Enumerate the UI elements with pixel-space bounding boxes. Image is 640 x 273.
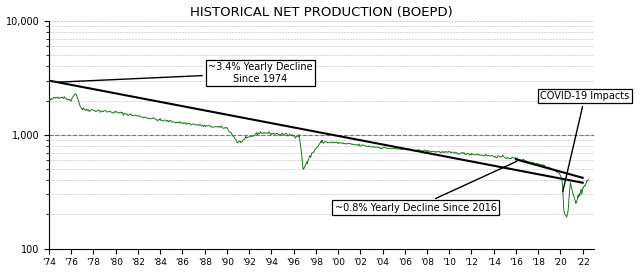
Text: COVID-19 Impacts: COVID-19 Impacts	[540, 91, 630, 192]
Text: ~0.8% Yearly Decline Since 2016: ~0.8% Yearly Decline Since 2016	[335, 161, 516, 213]
Title: HISTORICAL NET PRODUCTION (BOEPD): HISTORICAL NET PRODUCTION (BOEPD)	[190, 5, 452, 19]
Text: ~3.4% Yearly Decline
Since 1974: ~3.4% Yearly Decline Since 1974	[58, 62, 312, 84]
